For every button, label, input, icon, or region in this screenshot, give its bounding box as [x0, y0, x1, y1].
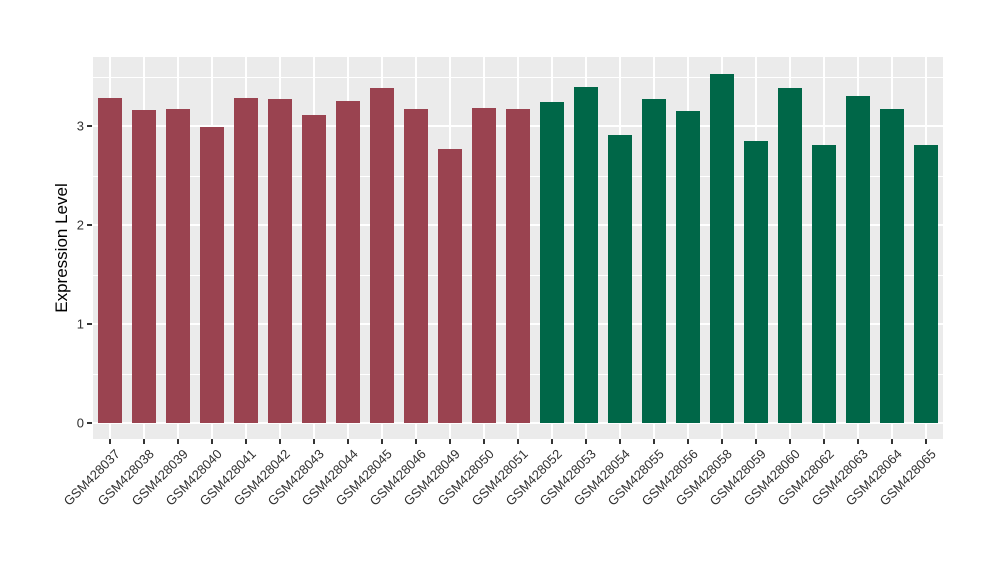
x-tick-mark-GSM428056	[687, 439, 689, 444]
bar-GSM428039	[166, 109, 190, 423]
x-tick-mark-GSM428053	[585, 439, 587, 444]
x-tick-mark-GSM428065	[925, 439, 927, 444]
bar-GSM428054	[608, 134, 632, 423]
y-tick-label-2: 2	[76, 217, 84, 233]
x-tick-mark-GSM428046	[415, 439, 417, 444]
y-tick-label-0: 0	[76, 415, 84, 431]
bar-GSM428043	[302, 115, 326, 423]
bar-GSM428053	[574, 87, 598, 423]
x-tick-mark-GSM428045	[381, 439, 383, 444]
x-tick-mark-GSM428058	[721, 439, 723, 444]
y-tick-mark-3	[87, 125, 92, 127]
bar-GSM428063	[846, 96, 870, 423]
x-tick-mark-GSM428052	[551, 439, 553, 444]
bar-GSM428044	[336, 101, 360, 423]
bar-GSM428042	[268, 99, 292, 423]
x-tick-mark-GSM428040	[211, 439, 213, 444]
x-tick-mark-GSM428059	[755, 439, 757, 444]
y-tick-mark-1	[87, 323, 92, 325]
x-tick-mark-GSM428041	[245, 439, 247, 444]
y-axis-title: Expression Level	[52, 183, 71, 313]
bar-GSM428065	[914, 144, 938, 423]
bar-GSM428056	[676, 111, 700, 423]
x-tick-mark-GSM428050	[483, 439, 485, 444]
bar-GSM428058	[710, 73, 734, 423]
bar-GSM428040	[200, 126, 224, 423]
bar-GSM428037	[98, 98, 122, 423]
bar-GSM428046	[404, 109, 428, 423]
x-tick-mark-GSM428039	[177, 439, 179, 444]
bar-GSM428055	[642, 99, 666, 423]
bar-GSM428064	[880, 109, 904, 423]
x-tick-mark-GSM428042	[279, 439, 281, 444]
x-tick-mark-GSM428037	[109, 439, 111, 444]
bar-GSM428062	[812, 144, 836, 423]
x-tick-mark-GSM428060	[789, 439, 791, 444]
x-tick-mark-GSM428043	[313, 439, 315, 444]
x-tick-mark-GSM428062	[823, 439, 825, 444]
x-tick-mark-GSM428051	[517, 439, 519, 444]
plot-panel	[93, 57, 943, 439]
bar-GSM428050	[472, 108, 496, 423]
y-tick-mark-2	[87, 224, 92, 226]
bar-GSM428051	[506, 109, 530, 423]
bar-GSM428049	[438, 148, 462, 423]
bar-GSM428045	[370, 88, 394, 423]
x-tick-mark-GSM428054	[619, 439, 621, 444]
x-tick-mark-GSM428044	[347, 439, 349, 444]
y-tick-mark-0	[87, 422, 92, 424]
x-tick-mark-GSM428064	[891, 439, 893, 444]
bar-GSM428038	[132, 110, 156, 423]
x-tick-mark-GSM428063	[857, 439, 859, 444]
x-tick-mark-GSM428055	[653, 439, 655, 444]
x-tick-mark-GSM428038	[143, 439, 145, 444]
bar-GSM428059	[744, 140, 768, 423]
bar-GSM428052	[540, 102, 564, 423]
bar-GSM428060	[778, 88, 802, 423]
y-tick-label-3: 3	[76, 118, 84, 134]
x-tick-mark-GSM428049	[449, 439, 451, 444]
bar-GSM428041	[234, 98, 258, 423]
y-tick-label-1: 1	[76, 316, 84, 332]
